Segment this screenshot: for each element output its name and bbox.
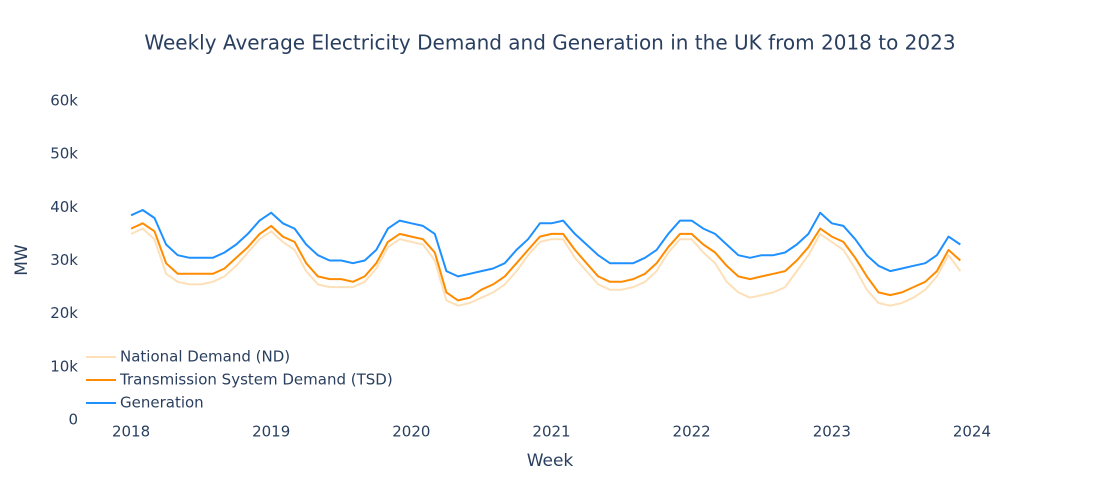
legend-label: National Demand (ND) (120, 348, 290, 366)
x-axis-title: Week (527, 451, 574, 471)
y-tick-label: 40k (50, 198, 78, 216)
x-tick-label: 2020 (392, 423, 430, 441)
x-tick-label: 2023 (813, 423, 851, 441)
chart-title: Weekly Average Electricity Demand and Ge… (144, 31, 955, 55)
series-line (130, 222, 961, 302)
legend-label: Transmission System Demand (TSD) (119, 371, 393, 389)
legend-label: Generation (120, 394, 204, 412)
series-line (130, 209, 961, 278)
series-line (130, 227, 962, 307)
y-tick-label: 30k (50, 251, 78, 269)
x-tick-label: 2022 (673, 423, 711, 441)
y-tick-label: 20k (50, 304, 78, 322)
x-tick-label: 2019 (252, 423, 290, 441)
y-tick-label: 0 (68, 411, 78, 429)
x-tick-label: 2018 (112, 423, 150, 441)
y-axis-title: MW (12, 244, 32, 276)
x-tick-label: 2021 (532, 423, 570, 441)
y-tick-label: 50k (50, 145, 78, 163)
y-tick-label: 10k (50, 357, 78, 375)
y-tick-label: 60k (50, 92, 78, 110)
x-tick-label: 2024 (953, 423, 991, 441)
